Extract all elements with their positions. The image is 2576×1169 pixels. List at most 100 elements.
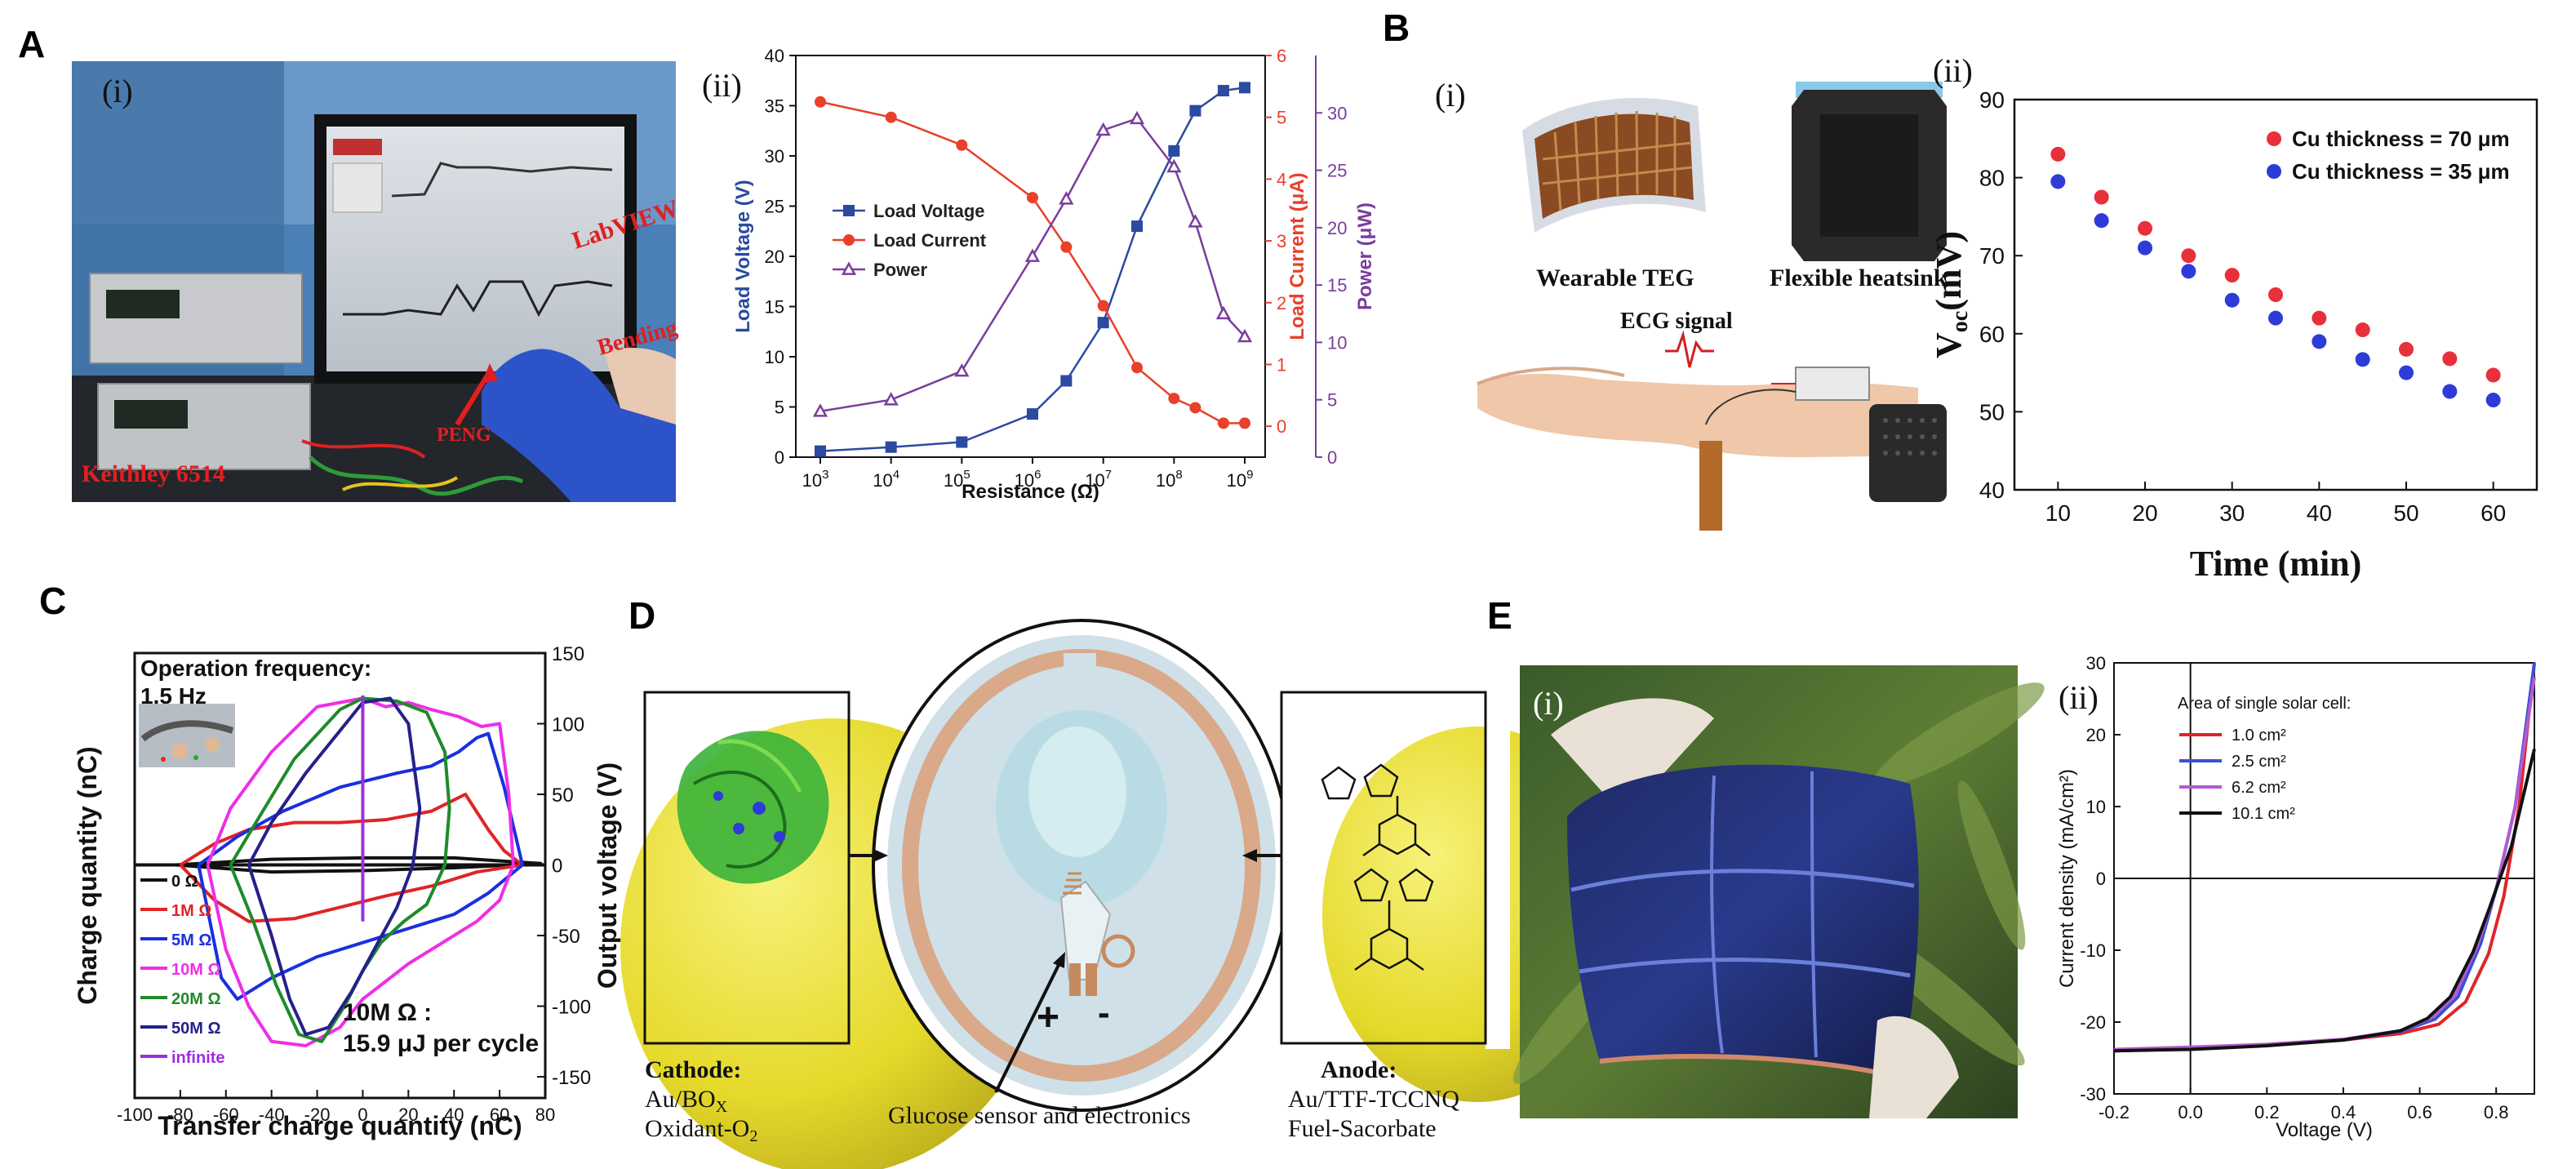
data-point [883, 392, 899, 406]
anode-line-1: Au/TTF-TCCNQ [1288, 1086, 1459, 1113]
panel-letter-d: D [628, 594, 655, 637]
y2-tick-label: -100 [552, 997, 591, 1019]
y2-tick-label: -150 [552, 1067, 591, 1089]
x-tick-base: 10 [1156, 470, 1175, 491]
x-tick-label: 50 [2393, 500, 2418, 526]
x-tick-label: 40 [2307, 500, 2332, 526]
data-point [2399, 341, 2414, 357]
panel-letter-e: E [1487, 594, 1512, 637]
data-point [2312, 334, 2327, 349]
data-point [815, 96, 826, 108]
y2-tick-label: 2 [1277, 293, 1286, 313]
legend-swatch-marker [841, 261, 857, 275]
sublabel-b-ii: (ii) [1933, 52, 1973, 89]
y-tick-label: 80 [1979, 166, 2005, 191]
annotation-energy-2: 15.9 μJ per cycle [343, 1030, 539, 1057]
data-point [2485, 393, 2501, 408]
data-point [2355, 322, 2370, 338]
data-point [1131, 362, 1144, 374]
plot-frame [2013, 98, 2538, 491]
data-point [1060, 241, 1073, 253]
data-point [1168, 144, 1180, 157]
panel-letter-a: A [18, 23, 45, 65]
legend-title: Area of single solar cell: [2178, 695, 2351, 713]
data-point [956, 436, 968, 448]
y3-tick-label: 15 [1327, 275, 1347, 296]
y2-axis-title: Load Current (μA) [1286, 172, 1308, 340]
teg-image [1522, 98, 1706, 233]
y-tick-label: 10 [765, 347, 784, 367]
x-tick-label: -60 [213, 1105, 239, 1125]
x-tick-label: 10 [2045, 500, 2071, 526]
anode-line-2: Fuel-Sacorbate [1288, 1115, 1437, 1142]
x-tick-exp: 6 [1034, 468, 1041, 482]
x-tick-label: 0.6 [2407, 1102, 2432, 1122]
legend-label: Power [873, 260, 927, 280]
data-point [1168, 393, 1180, 405]
y2-tick-label: 0 [1277, 416, 1286, 437]
data-point [2181, 248, 2196, 264]
data-point [1095, 122, 1111, 136]
legend-label: Cu thickness = 35 μm [2292, 159, 2510, 184]
x-tick-label: -20 [304, 1105, 331, 1125]
panel-letter-b: B [1383, 7, 1410, 49]
x-tick-label: 40 [444, 1105, 464, 1125]
x-tick-label: 0.0 [2178, 1102, 2203, 1122]
data-point [2355, 352, 2370, 367]
loop-5M-Ω [197, 731, 525, 1001]
legend-swatch-marker [843, 205, 855, 216]
data-point [1129, 110, 1145, 125]
legend-swatch [2267, 131, 2281, 146]
y-axis-title: Load Voltage (V) [732, 180, 754, 333]
loop-20M-Ω [229, 696, 451, 1043]
data-point [2399, 365, 2414, 380]
data-point [2094, 189, 2109, 205]
data-point [1027, 192, 1038, 204]
inset-photo-c [139, 704, 235, 767]
data-point [2268, 310, 2283, 326]
y2-tick-label: 0 [552, 856, 562, 878]
data-point [1027, 408, 1038, 420]
x-tick-label: 20 [2132, 500, 2157, 526]
data-point [2224, 268, 2240, 283]
y-axis-title-sub: oc [1948, 311, 1973, 332]
y3-tick-label: 0 [1327, 447, 1337, 468]
x-tick-label: 80 [535, 1105, 555, 1125]
x-tick-label: 105 [944, 468, 970, 491]
x-tick-label: -40 [259, 1105, 285, 1125]
legend-label: Cu thickness = 70 μm [2292, 127, 2510, 151]
data-point [1060, 375, 1073, 387]
y-tick-label: 20 [765, 247, 784, 267]
y-tick-label: 50 [1979, 399, 2005, 424]
x-tick-label: 0.4 [2331, 1102, 2356, 1122]
y-tick-label: 35 [765, 96, 784, 117]
legend-label: 10M Ω [171, 961, 221, 979]
data-point [2138, 240, 2152, 256]
y-tick-label: 0 [2096, 869, 2106, 889]
label-peng: PENG [437, 424, 491, 446]
cathode-title: Cathode: [645, 1056, 741, 1083]
y-tick-label: 40 [765, 46, 784, 66]
lens-minus-sign: - [1098, 993, 1110, 1033]
data-point [954, 362, 970, 377]
y-axis-title-main: V [1929, 332, 1969, 358]
data-point [2181, 264, 2196, 279]
sublabel-e-i: (i) [1533, 685, 1564, 722]
x-tick-label: 108 [1156, 468, 1183, 491]
annotation-energy-1: 10M Ω : [343, 999, 432, 1026]
y-tick-label: 10 [2086, 797, 2106, 817]
plot-frame [133, 651, 547, 1100]
label-flexible-heatsink: Flexible heatsink [1770, 264, 1948, 291]
y-tick-label: -10 [2080, 940, 2106, 961]
y2-tick-label: 5 [1277, 108, 1286, 128]
chart-e-ii: -30 -20 -10 0 10 20 30 -0.2 0.0 0.2 0.4 0.6 0.8 Volta… [2056, 653, 2536, 1141]
label-ecg-signal: ECG signal [1620, 309, 1733, 334]
curve-6.2-cm- [2113, 677, 2536, 1051]
data-point [956, 139, 968, 151]
data-point [1166, 158, 1182, 173]
legend-label: 20M Ω [171, 990, 221, 1008]
legend-label: 1.0 cm² [2232, 727, 2286, 745]
x-tick-exp: 4 [893, 468, 899, 482]
x-tick-label: 107 [1085, 468, 1112, 491]
